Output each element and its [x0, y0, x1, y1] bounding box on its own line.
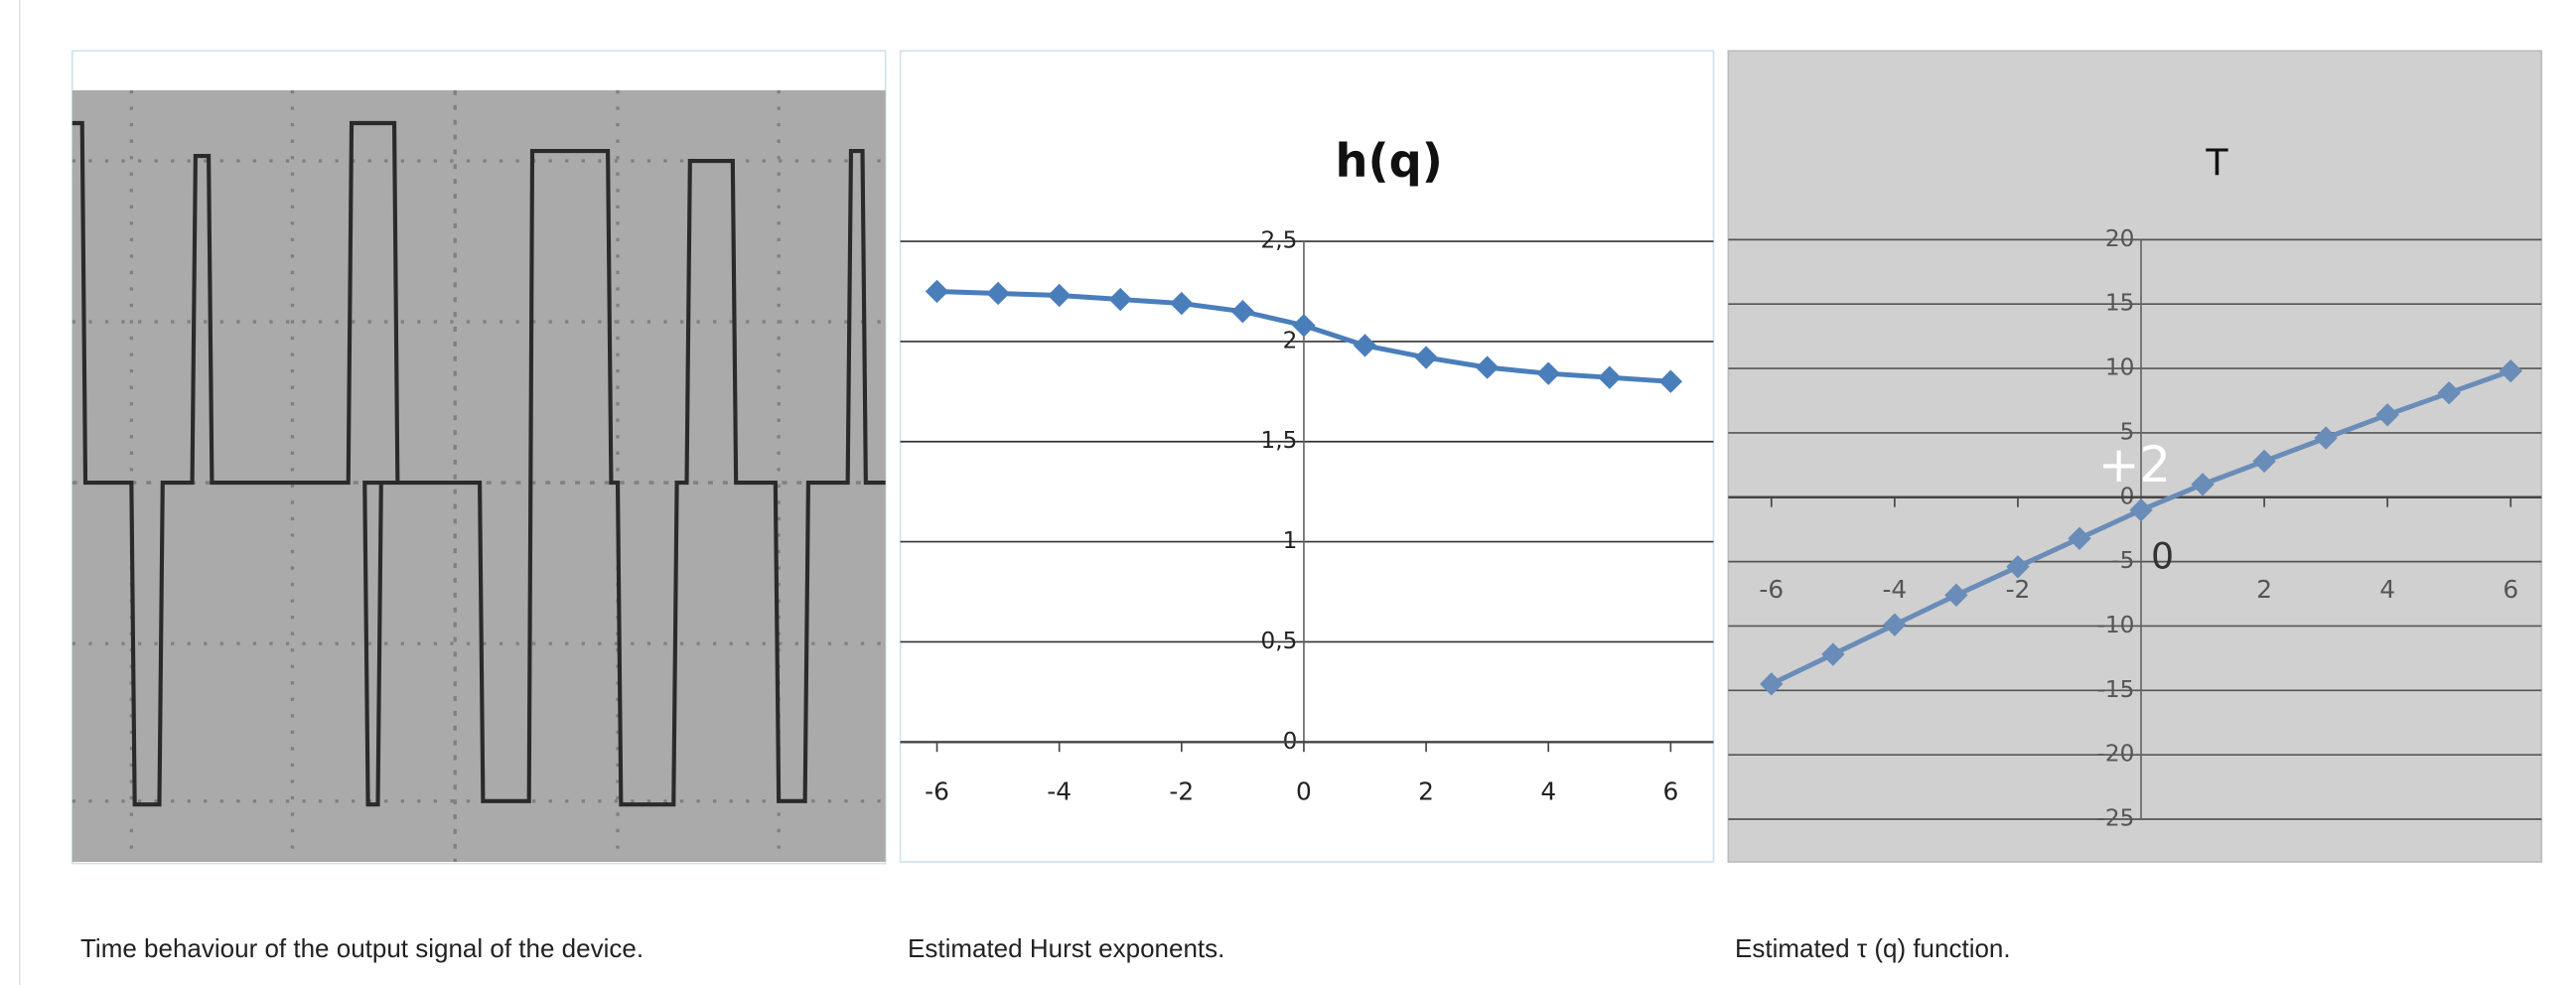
oscilloscope-image — [72, 51, 886, 863]
y-tick-label: -5 — [2111, 548, 2134, 574]
x-tick-label: 2 — [1418, 777, 1434, 806]
y-tick-label: 20 — [2105, 226, 2134, 252]
chart-title: T — [2205, 141, 2228, 184]
chart-background — [901, 51, 1714, 862]
y-tick-label: -20 — [2097, 742, 2135, 768]
y-tick-label: -10 — [2097, 613, 2135, 638]
y-tick-label: 1,5 — [1261, 428, 1298, 454]
x-tick-label: 4 — [2379, 575, 2395, 604]
x-tick-label: -2 — [1169, 777, 1194, 806]
figure-panel: h(q)00,511,522,5-6-4-20246 T-25-20-15-10… — [0, 0, 2576, 985]
annotation: +2 — [2098, 436, 2171, 493]
x-tick-label: 0 — [1296, 777, 1312, 806]
annotation: 0 — [2151, 535, 2174, 578]
x-tick-label: -4 — [1047, 777, 1072, 806]
y-tick-label: 10 — [2105, 355, 2134, 381]
x-tick-label: -2 — [2006, 575, 2031, 604]
caption: Estimated τ (q) function. — [1735, 929, 2430, 967]
x-tick-label: -4 — [1882, 575, 1907, 604]
y-tick-label: 2 — [1283, 328, 1298, 353]
y-tick-label: 2,5 — [1261, 228, 1298, 254]
x-tick-label: 2 — [2256, 575, 2272, 604]
x-tick-label: 6 — [2503, 575, 2518, 604]
x-tick-label: -6 — [925, 777, 949, 806]
y-tick-label: 1 — [1283, 528, 1298, 554]
caption: Time behaviour of the output signal of t… — [80, 929, 776, 967]
chart-title: h(q) — [1336, 134, 1443, 188]
y-tick-label: 0,5 — [1261, 629, 1298, 654]
x-tick-label: 6 — [1662, 777, 1678, 806]
y-tick-label: -25 — [2097, 806, 2135, 832]
x-tick-label: -6 — [1759, 575, 1784, 604]
caption: Estimated Hurst exponents. — [908, 929, 1603, 967]
y-tick-label: -15 — [2097, 677, 2135, 703]
y-tick-label: 15 — [2105, 291, 2134, 317]
page: h(q)00,511,522,5-6-4-20246 T-25-20-15-10… — [0, 0, 2576, 985]
x-tick-label: 4 — [1540, 777, 1556, 806]
